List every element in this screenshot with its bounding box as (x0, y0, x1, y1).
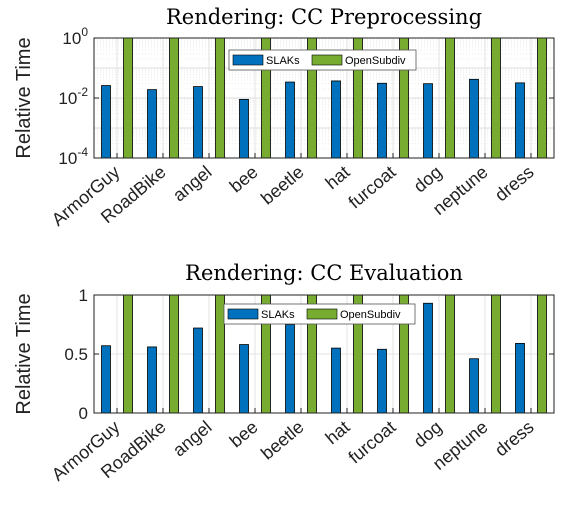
y-tick-label: 100 (62, 25, 88, 48)
bar-slaks-armorguy (101, 345, 111, 414)
bar-slaks-hat (331, 347, 341, 414)
x-tick-label: bee (226, 417, 262, 452)
bar-opensubdiv-armorguy (123, 294, 133, 414)
x-tick-label: dress (491, 417, 538, 461)
x-tick-label: bee (226, 162, 262, 197)
bar-slaks-furcoat (377, 82, 387, 159)
bar-slaks-hat (331, 80, 341, 159)
legend: SLAKs OpenSubdiv (228, 49, 417, 71)
series-slaks (101, 78, 525, 159)
bar-slaks-dog (423, 302, 433, 414)
bar-opensubdiv-angel (215, 294, 225, 414)
x-tick-label: dog (410, 162, 446, 197)
bar-slaks-dress (515, 82, 525, 159)
legend-swatch-opensubdiv (311, 54, 343, 66)
bar-slaks-armorguy (101, 85, 111, 159)
x-tick-label: furcoat (345, 162, 400, 213)
legend-label-opensubdiv: OpenSubdiv (345, 55, 406, 67)
x-tick-label: dress (491, 162, 538, 206)
bar-opensubdiv-roadbike (169, 37, 179, 159)
x-tick-label: hat (322, 162, 354, 193)
y-axis-label: Relative Time (13, 37, 35, 158)
chart-title: Rendering: CC Preprocessing (166, 5, 482, 29)
y-tick-label: 10-4 (58, 145, 88, 168)
legend-label-opensubdiv: OpenSubdiv (340, 309, 401, 321)
bar-slaks-bee (239, 344, 249, 414)
bar-opensubdiv-roadbike (169, 294, 179, 414)
bar-opensubdiv-neptune (491, 37, 501, 159)
bar-opensubdiv-dog (445, 37, 455, 159)
x-tick-label: angel (169, 417, 216, 461)
legend-swatch-slaks (232, 54, 264, 66)
y-tick-label: 10-2 (58, 85, 88, 108)
bar-opensubdiv-angel (215, 37, 225, 159)
y-tick-label: 0 (79, 404, 88, 423)
bar-opensubdiv-dog (445, 294, 455, 414)
bar-slaks-roadbike (147, 346, 157, 414)
bar-slaks-angel (193, 327, 203, 414)
bar-slaks-neptune (469, 358, 479, 414)
chart-title: Rendering: CC Evaluation (185, 261, 463, 285)
bar-slaks-furcoat (377, 348, 387, 414)
bar-slaks-beetle (285, 81, 295, 159)
legend-label-slaks: SLAKs (261, 309, 295, 321)
bar-slaks-beetle (285, 324, 295, 414)
bar-slaks-dress (515, 342, 525, 414)
legend-label-slaks: SLAKs (266, 55, 300, 67)
legend-swatch-opensubdiv (306, 308, 338, 320)
legend-swatch-slaks (227, 308, 259, 320)
bar-opensubdiv-armorguy (123, 37, 133, 159)
x-tick-label: hat (322, 417, 354, 448)
x-tick-label: beetle (257, 417, 307, 464)
bar-opensubdiv-dress (537, 37, 547, 159)
bar-opensubdiv-neptune (491, 294, 501, 414)
bar-slaks-neptune (469, 78, 479, 159)
x-tick-label: furcoat (345, 417, 400, 468)
bar-slaks-dog (423, 83, 433, 159)
legend: SLAKs OpenSubdiv (223, 303, 416, 325)
x-tick-label: angel (169, 162, 216, 206)
bar-slaks-roadbike (147, 89, 157, 159)
x-tick-label: dog (410, 417, 446, 452)
bar-opensubdiv-dress (537, 294, 547, 414)
series-slaks (101, 302, 525, 414)
y-axis-label: Relative Time (13, 293, 35, 414)
bar-slaks-bee (239, 98, 249, 159)
x-tick-label: beetle (257, 162, 307, 209)
y-tick-label: 0.5 (64, 345, 88, 364)
bar-slaks-angel (193, 86, 203, 159)
y-tick-label: 1 (79, 286, 88, 305)
